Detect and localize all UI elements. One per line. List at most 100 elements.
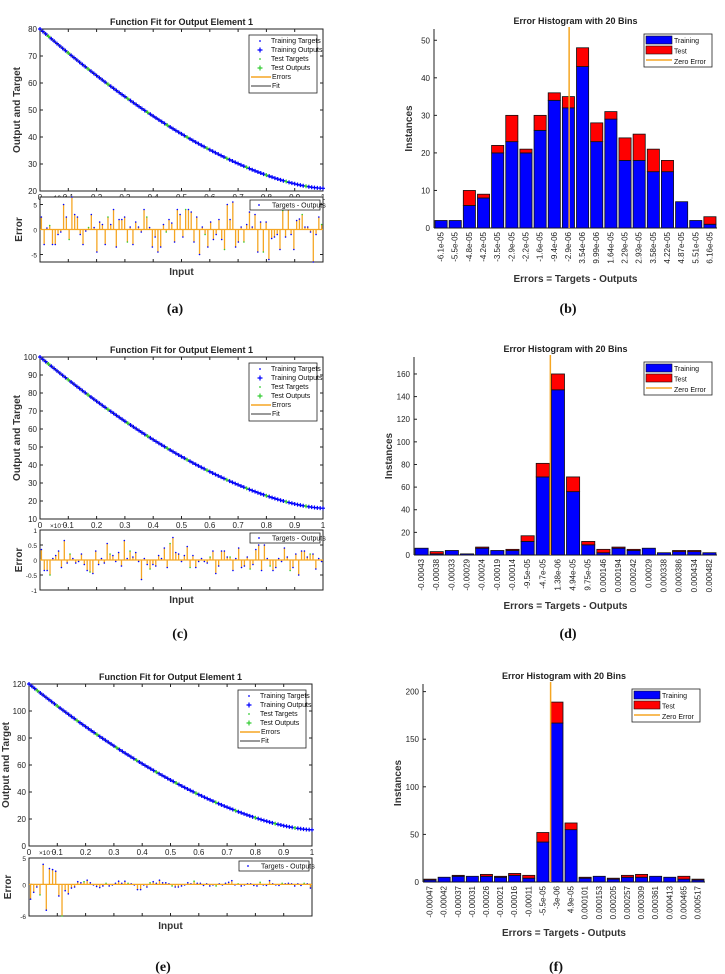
chart-title: Error Histogram with 20 Bins <box>503 344 627 354</box>
training-output-marker <box>154 439 159 444</box>
error-point <box>134 221 137 223</box>
training-output-marker <box>275 176 280 181</box>
error-point <box>183 554 186 557</box>
error-point <box>218 218 220 221</box>
test-bar <box>596 548 611 554</box>
training-output-marker <box>253 489 258 494</box>
training-output-marker <box>281 499 286 504</box>
y-tick-label: 120 <box>13 680 27 689</box>
legend-label: Training <box>674 38 699 45</box>
training-output-marker <box>29 684 34 689</box>
training-output-marker <box>88 69 93 74</box>
training-output-marker <box>66 712 71 717</box>
training-output-marker <box>289 501 294 506</box>
test-output-icon <box>246 720 252 726</box>
training-bar <box>576 66 590 229</box>
error-point <box>309 231 312 233</box>
training-output-marker <box>49 36 54 41</box>
x-tick-label: -3e-06 <box>552 885 561 909</box>
x-tick-label: -0.00024 <box>478 558 487 590</box>
test-output-marker <box>86 66 91 71</box>
x-tick-label: 4.22e-05 <box>663 231 672 263</box>
training-bar <box>590 141 604 229</box>
test-output-marker <box>174 781 179 786</box>
training-output-marker <box>199 793 204 798</box>
y-tick-label: 60 <box>28 79 37 88</box>
x-tick-label: 0.9 <box>289 521 301 530</box>
error-point <box>193 880 195 882</box>
y-tick-label: 60 <box>17 761 26 770</box>
error-point <box>40 216 43 218</box>
x-tick-label: 0.000153 <box>595 885 604 919</box>
legend-label: Test <box>674 377 687 384</box>
error-point <box>207 246 209 248</box>
training-output-marker <box>106 740 111 745</box>
error-y-tick-label: -1 <box>31 588 37 595</box>
error-point <box>227 881 230 884</box>
training-output-marker <box>173 451 178 456</box>
test-bar <box>576 47 590 67</box>
error-point <box>140 231 143 233</box>
error-point <box>197 560 200 563</box>
training-bar <box>675 201 689 229</box>
error-multiplier-label: ×10⁻⁴ <box>50 523 67 530</box>
test-target-icon <box>248 713 250 715</box>
error-point <box>246 556 249 558</box>
x-tick-label: -9.5e-05 <box>523 558 532 588</box>
training-bar <box>491 152 505 229</box>
test-output-marker <box>94 732 99 737</box>
test-output-marker <box>86 392 91 397</box>
error-point <box>124 880 126 882</box>
training-output-marker <box>63 375 68 380</box>
training-output-marker <box>321 186 325 191</box>
test-bar <box>522 874 536 879</box>
error-multiplier-label: ×10⁻⁴ <box>39 850 56 857</box>
training-output-marker <box>216 473 221 478</box>
error-point <box>265 884 268 887</box>
test-target-icon <box>259 386 261 388</box>
training-output-marker <box>52 39 57 44</box>
error-point <box>182 236 184 238</box>
y-tick-label: 80 <box>401 460 410 469</box>
training-output-marker <box>196 463 201 468</box>
training-output-marker <box>92 730 97 735</box>
training-output-marker <box>126 753 131 758</box>
error-point <box>196 882 199 885</box>
legend: Training Test Zero Error <box>631 688 701 723</box>
error-y-tick-label: 0 <box>33 228 37 235</box>
error-legend-label: Targets - Outputs <box>272 203 326 210</box>
error-point <box>79 233 82 236</box>
training-output-marker <box>120 417 125 422</box>
x-tick-label: -1.6e-05 <box>536 231 545 261</box>
training-output-marker <box>49 699 54 704</box>
training-output-marker <box>83 64 88 69</box>
training-output-marker <box>162 774 167 779</box>
training-output-marker <box>159 442 164 447</box>
y-tick-label: 80 <box>28 389 37 398</box>
training-output-marker <box>250 488 255 493</box>
error-legend-box <box>249 532 321 544</box>
x-tick-label: 3.58e-05 <box>649 231 658 263</box>
training-output-marker <box>54 368 59 373</box>
x-tick-label: -0.00014 <box>508 558 517 590</box>
training-output-marker <box>77 386 82 391</box>
training-output-marker <box>131 100 136 105</box>
training-output-marker <box>168 125 173 130</box>
test-output-marker <box>154 770 159 775</box>
error-point <box>235 557 237 560</box>
test-output-marker <box>273 821 278 826</box>
training-output-marker <box>171 126 176 131</box>
error-point <box>57 233 59 236</box>
training-output-marker <box>272 176 277 181</box>
test-bar <box>547 92 561 101</box>
error-point <box>108 885 110 887</box>
legend-label: Test <box>662 704 675 711</box>
error-point <box>64 889 66 892</box>
y-tick-label: 40 <box>421 74 430 83</box>
test-output-marker <box>224 477 229 482</box>
training-output-marker <box>114 413 119 418</box>
x-tick-label: -5.5e-05 <box>538 885 547 915</box>
test-output-marker <box>105 407 110 412</box>
legend-label: Test Targets <box>271 56 309 63</box>
